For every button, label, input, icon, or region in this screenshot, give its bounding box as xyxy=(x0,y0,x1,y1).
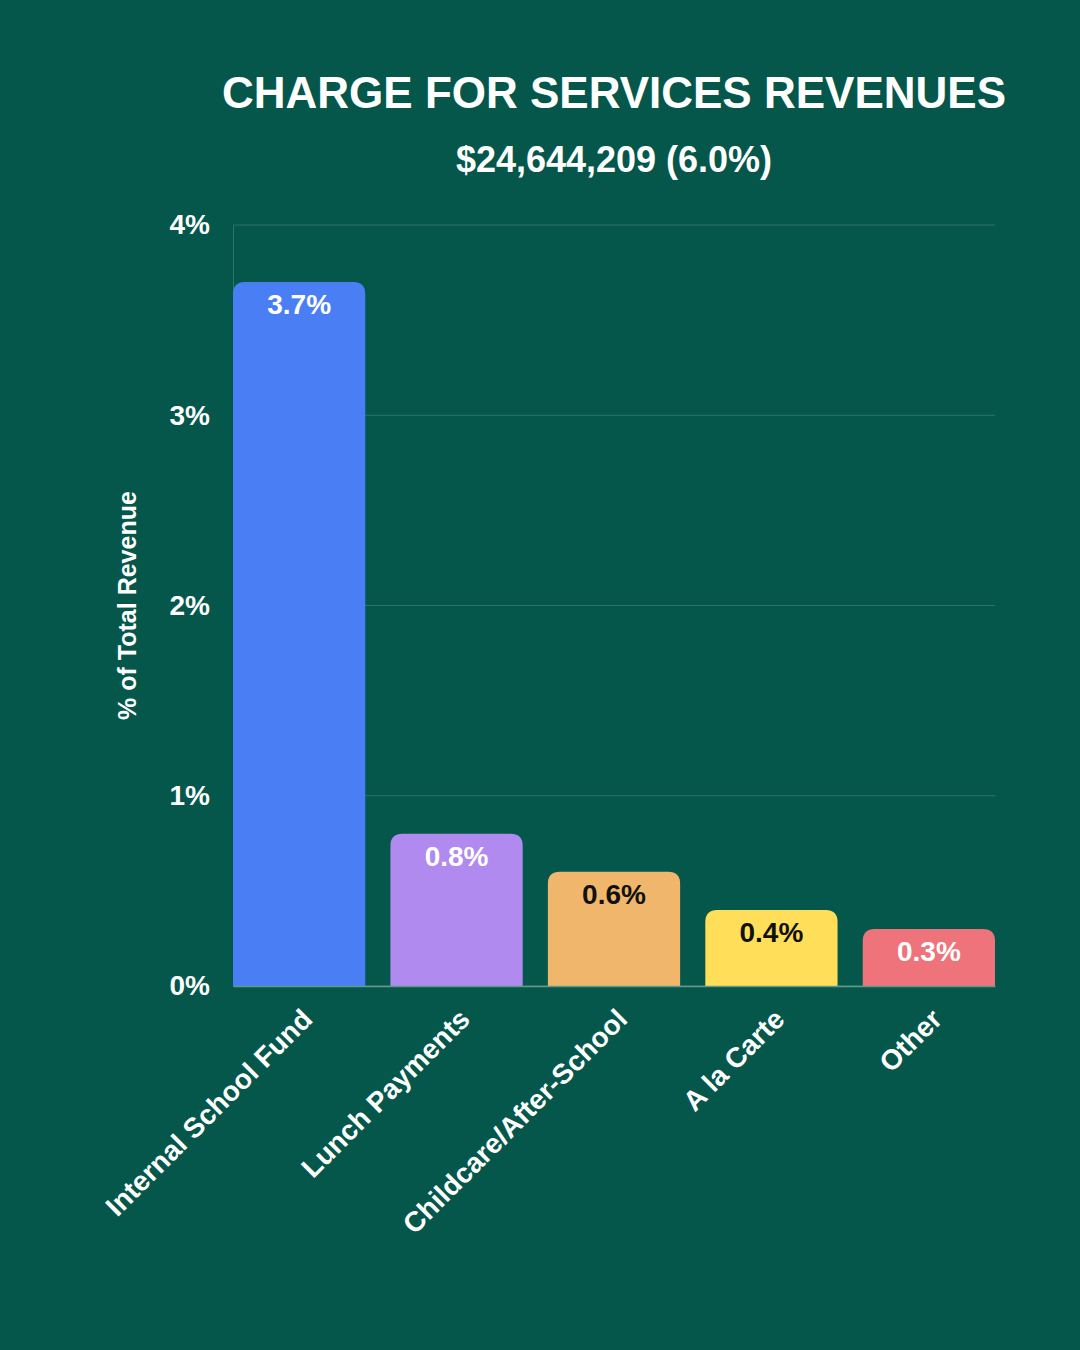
subtitle: $24,644,209 (6.0%) xyxy=(456,139,772,180)
y-tick-label: 3% xyxy=(170,400,211,431)
y-tick: 0% xyxy=(170,970,233,1001)
data-label: 0.3% xyxy=(897,936,961,967)
background xyxy=(0,0,1080,1350)
x-tick: A la Carte xyxy=(677,986,791,1117)
x-tick-label: Lunch Payments xyxy=(295,1003,475,1183)
x-axis-line xyxy=(234,986,996,988)
y-tick: 4% xyxy=(170,209,233,240)
bar xyxy=(233,282,365,986)
y-tick: 3% xyxy=(170,400,233,431)
y-axis: 0% 1% 2% 3% 4% xyxy=(170,209,234,1001)
y-tick-label: 4% xyxy=(170,209,211,240)
x-tick: Childcare/After-School xyxy=(397,986,633,1240)
grid-line xyxy=(233,225,995,226)
title: CHARGE FOR SERVICES REVENUES xyxy=(222,68,1006,117)
x-tick: Other xyxy=(873,986,948,1078)
y-tick: 1% xyxy=(170,780,233,811)
grid xyxy=(233,225,995,986)
data-label: 3.7% xyxy=(267,289,331,320)
y-tick-label: 2% xyxy=(170,590,211,621)
bar xyxy=(548,872,680,986)
x-tick: Lunch Payments xyxy=(295,986,475,1184)
y-tick-label: 0% xyxy=(170,970,211,1001)
x-tick: Internal School Fund xyxy=(99,986,318,1222)
data-labels: 3.7% 0.8% 0.6% 0.4% 0.3% xyxy=(267,289,961,967)
x-tick-label: Internal School Fund xyxy=(99,1003,318,1222)
y-tick-label: 1% xyxy=(170,780,211,811)
bar xyxy=(390,834,522,986)
x-tick-label: A la Carte xyxy=(677,1003,791,1117)
chart: CHARGE FOR SERVICES REVENUES $24,644,209 … xyxy=(0,0,1080,1350)
bar xyxy=(863,929,995,986)
data-label: 0.6% xyxy=(582,879,646,910)
bar xyxy=(705,910,837,986)
bars xyxy=(233,282,995,986)
x-tick-label: Childcare/After-School xyxy=(397,1003,633,1239)
y-tick: 2% xyxy=(170,590,233,621)
data-label: 0.8% xyxy=(425,841,489,872)
x-axis: Internal School FundLunch PaymentsChildc… xyxy=(99,986,995,1240)
x-tick-label: Other xyxy=(873,1003,948,1078)
plot: 0% 1% 2% 3% 4% Internal School FundLunch Paym… xyxy=(99,209,995,1239)
data-label: 0.4% xyxy=(740,917,804,948)
y-axis-title: % of Total Revenue xyxy=(113,491,141,720)
